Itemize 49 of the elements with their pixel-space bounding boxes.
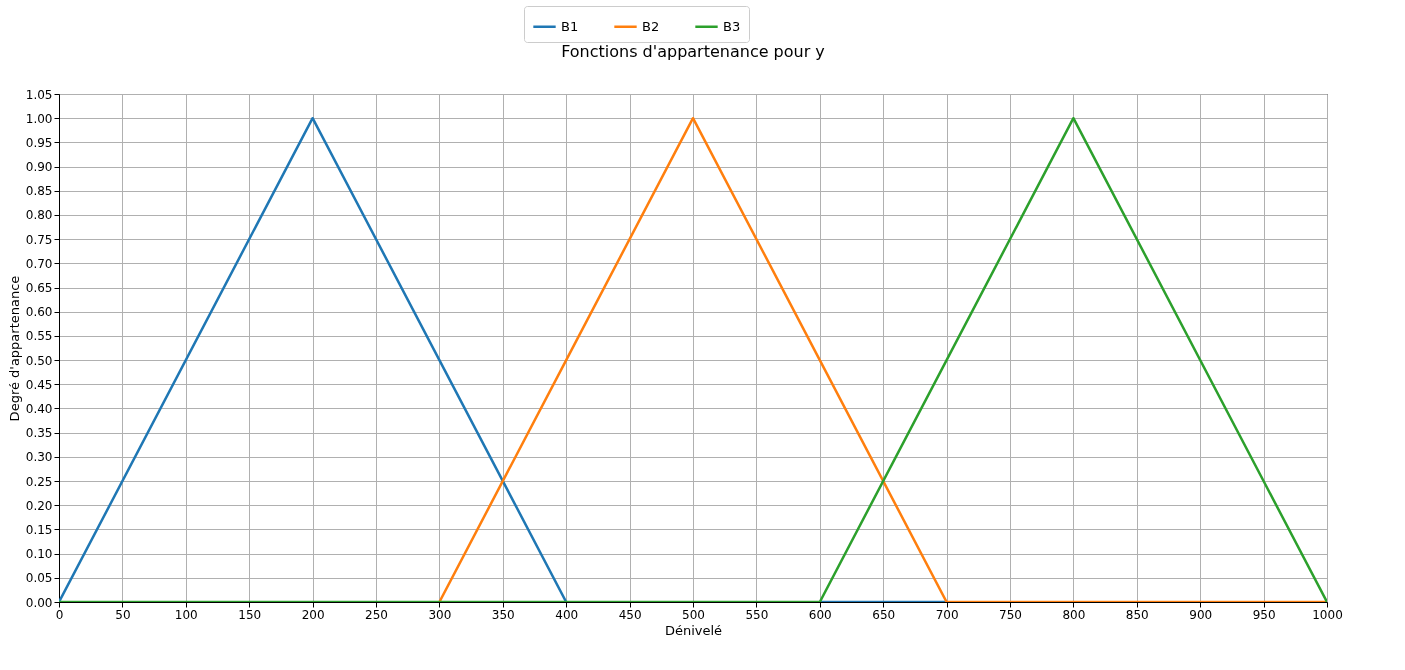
x-tick-label: 50 xyxy=(115,607,131,622)
x-tick-label: 500 xyxy=(682,607,705,622)
x-tick-label: 800 xyxy=(1062,607,1086,622)
y-tick-label: 0.75 xyxy=(25,232,53,247)
y-tick-label: 0.90 xyxy=(25,160,53,175)
y-tick-label: 0.10 xyxy=(25,547,53,562)
x-tick-label: 600 xyxy=(808,607,832,622)
x-tick-label: 0 xyxy=(55,607,64,622)
y-tick-label: 0.00 xyxy=(25,595,53,610)
x-tick-label: 700 xyxy=(935,607,959,622)
legend-label: B3 xyxy=(723,18,741,34)
x-tick-label: 950 xyxy=(1252,607,1276,622)
x-tick-label: 250 xyxy=(365,607,388,622)
x-tick-label: 750 xyxy=(999,607,1022,622)
legend-label: B2 xyxy=(642,18,660,34)
y-tick-label: 0.15 xyxy=(25,522,53,537)
y-tick-label: 0.05 xyxy=(25,571,53,586)
y-tick-label: 1.05 xyxy=(25,87,53,102)
chart-title: Fonctions d'appartenance pour y xyxy=(561,41,825,61)
y-axis-title: Degré d'appartenance xyxy=(6,275,22,422)
y-tick-label: 0.85 xyxy=(25,184,53,199)
y-tick-label: 0.40 xyxy=(25,401,53,416)
y-tick-label: 0.60 xyxy=(25,305,53,320)
y-tick-label: 1.00 xyxy=(25,111,53,126)
y-tick-label: 0.45 xyxy=(25,377,53,392)
x-tick-label: 100 xyxy=(174,607,198,622)
x-tick-label: 400 xyxy=(555,607,579,622)
y-tick-label: 0.65 xyxy=(25,281,53,296)
y-tick-label: 0.80 xyxy=(25,208,53,223)
y-tick-label: 0.30 xyxy=(25,450,53,465)
x-tick-label: 150 xyxy=(238,607,262,622)
y-tick-label: 0.25 xyxy=(25,474,53,489)
x-tick-label: 850 xyxy=(1125,607,1149,622)
x-tick-label: 900 xyxy=(1189,607,1213,622)
y-tick-label: 0.50 xyxy=(25,353,53,368)
x-tick-label: 450 xyxy=(618,607,642,622)
y-tick-label: 0.70 xyxy=(25,256,53,271)
y-tick-label: 0.35 xyxy=(25,426,53,441)
x-tick-label: 1000 xyxy=(1312,607,1343,622)
x-tick-label: 550 xyxy=(745,607,769,622)
x-tick-label: 300 xyxy=(428,607,452,622)
y-tick-label: 0.95 xyxy=(25,135,53,150)
legend-label: B1 xyxy=(561,18,579,34)
y-tick-label: 0.55 xyxy=(25,329,53,344)
x-tick-label: 650 xyxy=(872,607,896,622)
y-tick-label: 0.20 xyxy=(25,498,53,513)
x-axis-title: Dénivelé xyxy=(664,622,723,638)
x-tick-label: 200 xyxy=(301,607,325,622)
x-tick-label: 350 xyxy=(491,607,515,622)
